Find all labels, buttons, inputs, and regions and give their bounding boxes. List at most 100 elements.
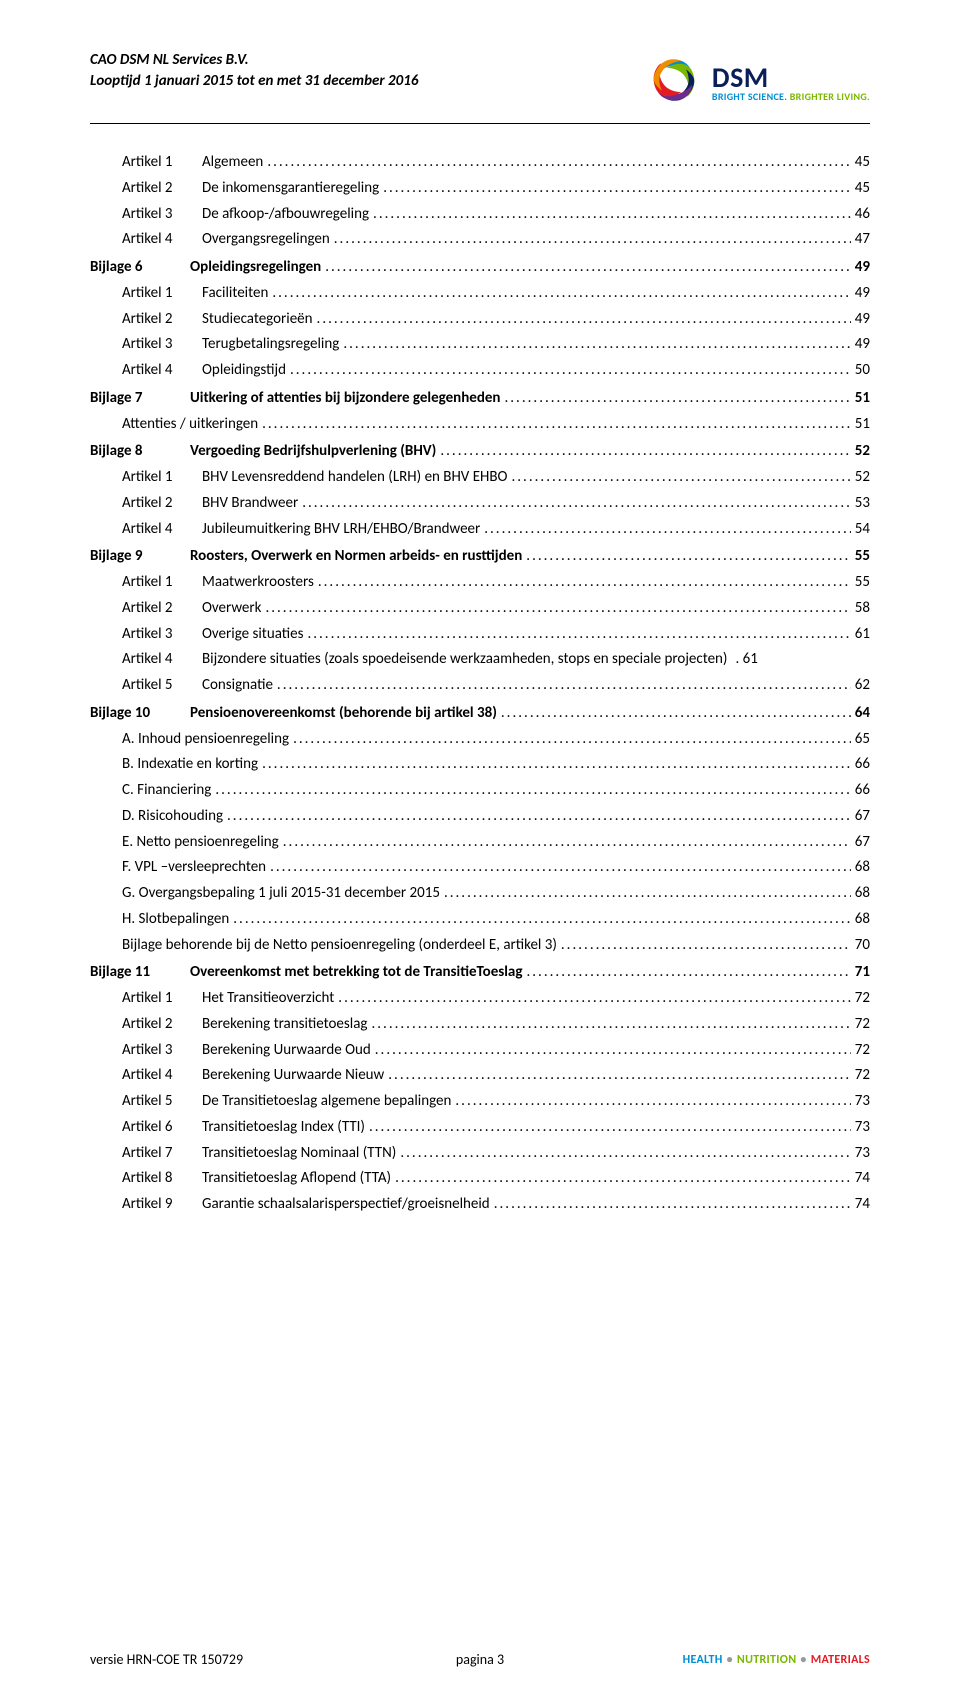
footer-nutrition: NUTRITION	[737, 1653, 797, 1667]
toc-page-number: 72	[851, 1040, 870, 1062]
toc-leader	[318, 572, 851, 594]
toc-label: Artikel 2	[122, 493, 202, 515]
toc-leader	[484, 519, 851, 541]
toc-entry-row: Artikel 4Opleidingstijd50	[90, 360, 870, 382]
toc-title: F. VPL –versleeprechten	[122, 857, 270, 879]
toc-leader	[267, 152, 850, 174]
toc-page-number: 64	[851, 703, 870, 725]
toc-section-row: Bijlage 9Roosters, Overwerk en Normen ar…	[90, 546, 870, 568]
toc-page-number: 51	[851, 414, 870, 436]
toc-page-number: 73	[851, 1091, 870, 1113]
toc-title: Faciliteiten	[202, 283, 272, 305]
toc-entry-row: Artikel 3Terugbetalingsregeling49	[90, 334, 870, 356]
toc-page-number: 55	[851, 572, 870, 594]
header-divider	[90, 123, 870, 124]
toc-leader	[317, 309, 851, 331]
toc-page-number: 62	[851, 675, 870, 697]
toc-title: Roosters, Overwerk en Normen arbeids- en…	[190, 546, 526, 568]
toc-leader	[440, 441, 850, 463]
toc-entry-row: Artikel 2Studiecategorieën49	[90, 309, 870, 331]
page-footer: versie HRN-COE TR 150729 pagina 3 HEALTH…	[90, 1651, 870, 1668]
toc-title: Terugbetalingsregeling	[202, 334, 343, 356]
toc-entry-row: Artikel 4Bijzondere situaties (zoals spo…	[90, 649, 870, 671]
toc-entry-row: C. Financiering66	[90, 780, 870, 802]
toc-title: Opleidingsregelingen	[190, 257, 325, 279]
toc-leader	[455, 1091, 850, 1113]
toc-page-number: 74	[851, 1194, 870, 1216]
toc-leader	[338, 988, 850, 1010]
toc-title: Maatwerkroosters	[202, 572, 318, 594]
toc-label: Bijlage 6	[90, 257, 190, 279]
toc-leader	[233, 909, 851, 931]
footer-health: HEALTH	[683, 1653, 723, 1667]
toc-label: Bijlage 9	[90, 546, 190, 568]
toc-title: Berekening Uurwaarde Oud	[202, 1040, 375, 1062]
toc-entry-row: Artikel 1BHV Levensreddend handelen (LRH…	[90, 467, 870, 489]
toc-entry-row: E. Netto pensioenregeling67	[90, 832, 870, 854]
toc-leader	[501, 703, 851, 725]
toc-page-number: 67	[851, 806, 870, 828]
toc-entry-row: Artikel 4Jubileumuitkering BHV LRH/EHBO/…	[90, 519, 870, 541]
toc-entry-row: Artikel 5Consignatie62	[90, 675, 870, 697]
toc-label: Bijlage 7	[90, 388, 190, 410]
toc-page-number: 66	[851, 754, 870, 776]
toc-leader	[375, 1040, 851, 1062]
toc-entry-row: Artikel 1Algemeen45	[90, 152, 870, 174]
toc-page-number: 45	[851, 178, 870, 200]
toc-leader	[215, 780, 850, 802]
header-company: CAO DSM NL Services B.V.	[90, 50, 418, 71]
toc-page-number: 52	[851, 467, 870, 489]
toc-section-row: Bijlage 6Opleidingsregelingen 49	[90, 257, 870, 279]
toc-leader	[395, 1168, 851, 1190]
toc-page-number: 50	[851, 360, 870, 382]
toc-entry-row: Artikel 6Transitietoeslag Index (TTI)73	[90, 1117, 870, 1139]
toc-entry-row: Bijlage behorende bij de Netto pensioenr…	[90, 935, 870, 957]
toc-leader	[272, 283, 850, 305]
toc-label: Artikel 8	[122, 1168, 202, 1190]
toc-page-number: 72	[851, 988, 870, 1010]
toc-label: Artikel 5	[122, 1091, 202, 1113]
toc-entry-row: Artikel 3De afkoop-/afbouwregeling46	[90, 204, 870, 226]
toc-page-number: 65	[851, 729, 870, 751]
toc-leader	[343, 334, 850, 356]
toc-label: Artikel 2	[122, 1014, 202, 1036]
toc-title: D. Risicohouding	[122, 806, 227, 828]
toc-section-row: Bijlage 11Overeenkomst met betrekking to…	[90, 962, 870, 984]
toc-title: Uitkering of attenties bij bijzondere ge…	[190, 388, 504, 410]
toc-label: Artikel 9	[122, 1194, 202, 1216]
toc-leader	[265, 598, 850, 620]
toc-leader	[526, 546, 851, 568]
toc-leader	[444, 883, 851, 905]
toc-entry-row: Artikel 7Transitietoeslag Nominaal (TTN)…	[90, 1143, 870, 1165]
toc-page-number: 54	[851, 519, 870, 541]
toc-page-number: 49	[851, 257, 870, 279]
toc-entry-row: Artikel 4Berekening Uurwaarde Nieuw72	[90, 1065, 870, 1087]
toc-title: Transitietoeslag Index (TTI)	[202, 1117, 369, 1139]
header-right: DSM BRIGHT SCIENCE. BRIGHTER LIVING.	[644, 50, 870, 115]
toc-label: Artikel 5	[122, 675, 202, 697]
toc-title: Berekening Uurwaarde Nieuw	[202, 1065, 388, 1087]
toc-title: Berekening transitietoeslag	[202, 1014, 371, 1036]
toc-entry-row: Artikel 4Overgangsregelingen47	[90, 229, 870, 251]
toc-page-number: 73	[851, 1117, 870, 1139]
toc-page-number: 61	[851, 624, 870, 646]
toc-leader	[277, 675, 851, 697]
toc-page-number: 49	[851, 309, 870, 331]
header-period: Looptijd 1 januari 2015 tot en met 31 de…	[90, 71, 418, 92]
toc-leader	[494, 1194, 851, 1216]
logo-text: DSM BRIGHT SCIENCE. BRIGHTER LIVING.	[712, 63, 870, 103]
toc-leader	[334, 229, 851, 251]
toc-entry-row: Artikel 2Overwerk58	[90, 598, 870, 620]
toc-entry-row: Artikel 5De Transitietoeslag algemene be…	[90, 1091, 870, 1113]
toc-title: Opleidingstijd	[202, 360, 290, 382]
toc-section-row: Bijlage 10Pensioenovereenkomst (behorend…	[90, 703, 870, 725]
header-left: CAO DSM NL Services B.V. Looptijd 1 janu…	[90, 50, 418, 92]
dsm-logo: DSM BRIGHT SCIENCE. BRIGHTER LIVING.	[644, 50, 870, 115]
toc-page-number: 74	[851, 1168, 870, 1190]
toc-page-number: 46	[851, 204, 870, 226]
toc-title: Bijlage behorende bij de Netto pensioenr…	[122, 935, 561, 957]
toc-leader	[270, 857, 851, 879]
toc-title: BHV Brandweer	[202, 493, 302, 515]
toc-title: H. Slotbepalingen	[122, 909, 233, 931]
footer-version: versie HRN-COE TR 150729	[90, 1651, 243, 1668]
